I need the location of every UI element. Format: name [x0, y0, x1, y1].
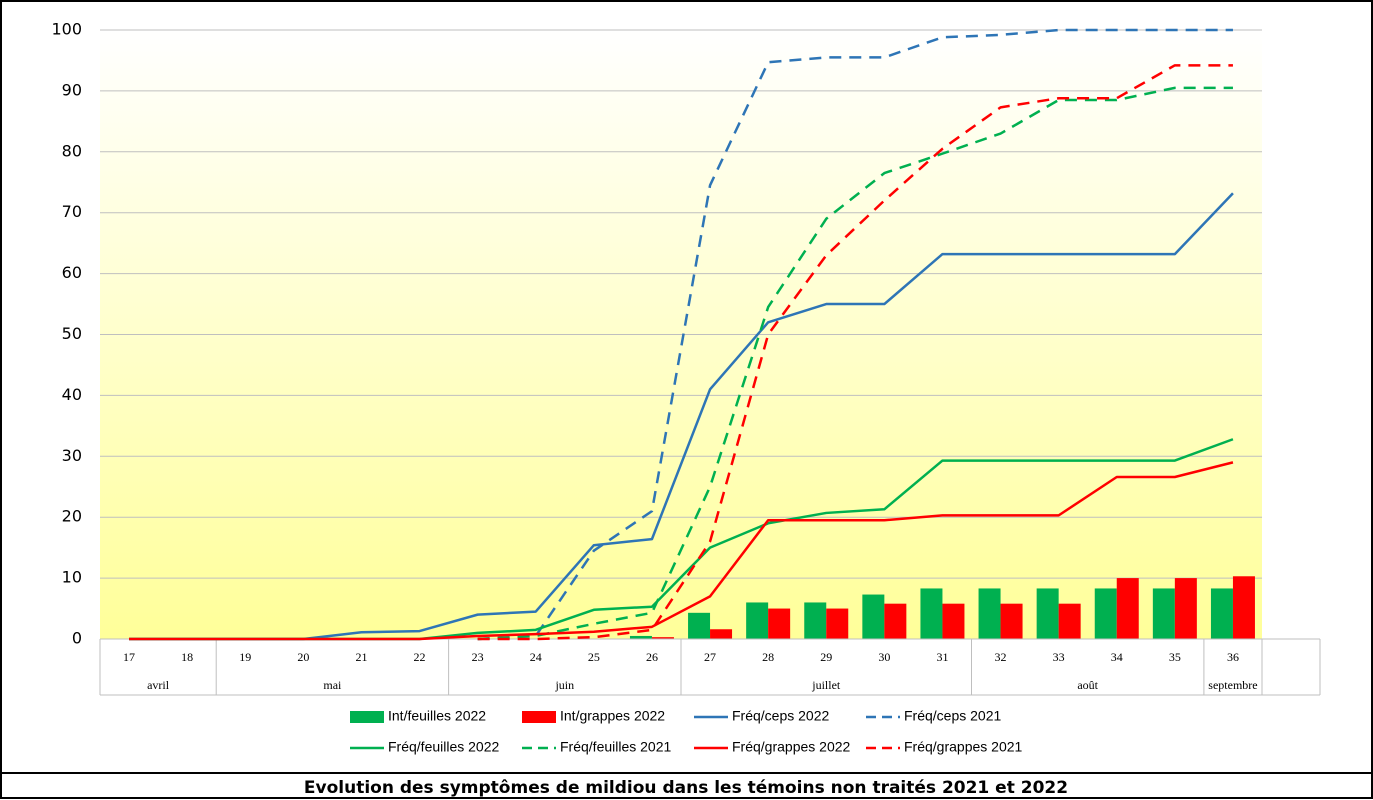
- bar: [651, 637, 674, 639]
- x-tick-label: 18: [181, 650, 193, 664]
- group-label: juin: [554, 678, 574, 692]
- y-tick-label: 70: [62, 202, 82, 221]
- bar: [826, 608, 849, 639]
- bar: [978, 588, 1001, 639]
- bar: [920, 588, 943, 639]
- x-tick-label: 30: [878, 650, 890, 664]
- legend-label: Int/grappes 2022: [560, 708, 665, 724]
- x-tick-label: 20: [297, 650, 309, 664]
- bar: [942, 603, 965, 639]
- y-tick-label: 0: [72, 629, 82, 648]
- x-tick-label: 25: [588, 650, 600, 664]
- y-tick-label: 50: [62, 324, 82, 343]
- x-tick-label: 21: [355, 650, 367, 664]
- x-tick-label: 24: [530, 650, 542, 664]
- group-label: septembre: [1208, 678, 1257, 692]
- y-tick-label: 30: [62, 446, 82, 465]
- bar: [746, 602, 769, 639]
- legend-swatch: [350, 711, 384, 723]
- line-series: [477, 28, 1233, 641]
- x-tick-label: 27: [704, 650, 716, 664]
- y-tick-label: 10: [62, 568, 82, 587]
- group-label: juillet: [811, 678, 841, 692]
- x-tick-label: 29: [820, 650, 832, 664]
- legend-label: Fréq/ceps 2021: [904, 708, 1001, 724]
- legend-label: Fréq/grappes 2022: [732, 739, 851, 755]
- x-tick-label: 23: [472, 650, 484, 664]
- group-label: mai: [323, 678, 342, 692]
- y-tick-label: 90: [62, 80, 82, 99]
- line-series: [129, 461, 1234, 641]
- y-tick-label: 40: [62, 385, 82, 404]
- bar: [1036, 588, 1059, 639]
- line-series: [477, 64, 1233, 641]
- x-tick-label: 32: [995, 650, 1007, 664]
- x-tick-label: 22: [414, 650, 426, 664]
- x-tick-label: 36: [1227, 650, 1239, 664]
- x-tick-label: 28: [762, 650, 774, 664]
- bar: [884, 603, 907, 639]
- bar: [768, 608, 791, 639]
- bar: [688, 612, 711, 639]
- y-tick-label: 100: [51, 20, 82, 39]
- legend-label: Fréq/grappes 2021: [904, 739, 1023, 755]
- x-tick-label: 33: [1053, 650, 1065, 664]
- bar: [1232, 576, 1255, 639]
- x-tick-label: 35: [1169, 650, 1181, 664]
- bar: [1116, 578, 1139, 639]
- line-series: [477, 86, 1233, 641]
- bar: [1094, 588, 1117, 639]
- legend-swatch: [522, 711, 556, 723]
- group-label: avril: [147, 678, 170, 692]
- bar: [1174, 578, 1197, 639]
- chart-title: Evolution des symptômes de mildiou dans …: [304, 778, 1068, 798]
- bar: [710, 629, 733, 639]
- legend-label: Fréq/ceps 2022: [732, 708, 829, 724]
- x-tick-label: 31: [936, 650, 948, 664]
- bar: [1152, 588, 1175, 639]
- bar: [1210, 588, 1233, 639]
- y-tick-label: 60: [62, 263, 82, 282]
- bar: [862, 594, 885, 639]
- legend-label: Int/feuilles 2022: [388, 708, 486, 724]
- legend-label: Fréq/feuilles 2021: [560, 739, 672, 755]
- y-tick-label: 80: [62, 141, 82, 160]
- bar: [629, 635, 652, 639]
- x-tick-label: 26: [646, 650, 658, 664]
- group-label: août: [1077, 678, 1098, 692]
- x-tick-label: 19: [239, 650, 251, 664]
- bar: [1000, 603, 1023, 639]
- x-tick-label: 17: [123, 650, 135, 664]
- y-tick-label: 20: [62, 507, 82, 526]
- legend-label: Fréq/feuilles 2022: [388, 739, 500, 755]
- bar: [1058, 603, 1081, 639]
- x-tick-label: 34: [1111, 650, 1123, 664]
- bar: [804, 602, 827, 639]
